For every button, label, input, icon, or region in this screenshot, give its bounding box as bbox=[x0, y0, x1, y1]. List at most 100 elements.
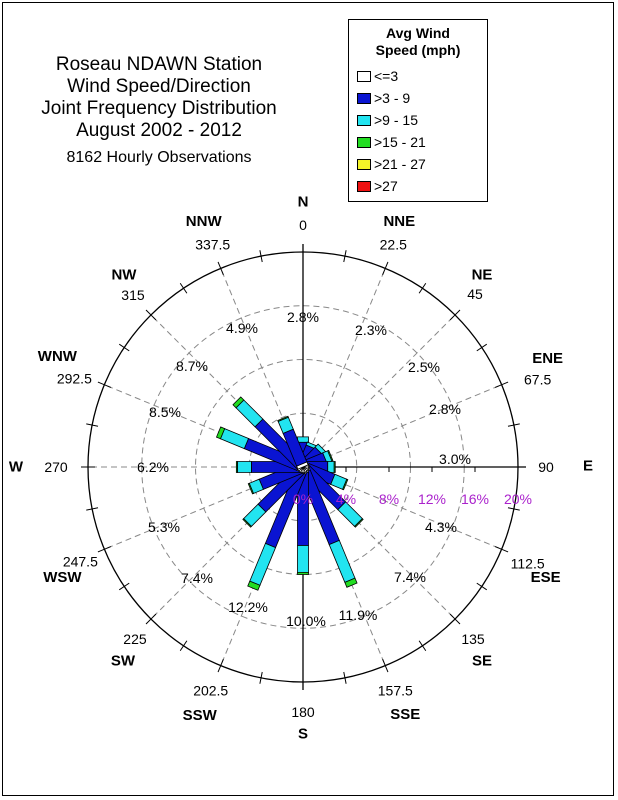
direction-label-ene: ENE bbox=[532, 350, 563, 367]
legend-label: >21 - 27 bbox=[374, 156, 426, 172]
minor-tick bbox=[476, 343, 488, 352]
wind-bar-segment bbox=[215, 426, 226, 440]
direction-label-sse: SSE bbox=[390, 706, 420, 723]
direction-label-nw: NW bbox=[111, 266, 137, 283]
direction-percent-label: 2.8% bbox=[287, 309, 319, 325]
minor-tick bbox=[507, 423, 520, 427]
direction-percent-label: 11.9% bbox=[339, 607, 378, 623]
degree-label: 67.5 bbox=[524, 372, 551, 388]
degree-label: 0 bbox=[299, 217, 307, 233]
wind-bar-segment bbox=[247, 580, 261, 591]
direction-label-nne: NNE bbox=[383, 213, 415, 230]
direction-label-sw: SW bbox=[111, 653, 136, 670]
direction-percent-label: 8.5% bbox=[149, 404, 181, 420]
wind-bar-segment bbox=[232, 396, 245, 409]
direction-label-se: SE bbox=[472, 653, 492, 670]
direction-label-s: S bbox=[298, 726, 308, 743]
direction-percent-label: 2.3% bbox=[355, 322, 387, 338]
radial-tick-label: 16% bbox=[461, 491, 489, 507]
minor-tick bbox=[86, 507, 99, 511]
minor-tick bbox=[259, 250, 263, 263]
legend-swatch bbox=[357, 136, 371, 148]
direction-percent-label: 3.0% bbox=[439, 451, 471, 467]
minor-tick bbox=[118, 582, 130, 591]
direction-label-ne: NE bbox=[472, 266, 493, 283]
legend-swatch bbox=[357, 114, 371, 126]
degree-label: 135 bbox=[461, 631, 485, 647]
degree-label: 247.5 bbox=[63, 553, 98, 569]
legend-label: <=3 bbox=[374, 68, 399, 84]
direction-percent-label: 7.4% bbox=[394, 569, 426, 585]
wind-bar-segment bbox=[237, 461, 252, 473]
legend-item: <=3 bbox=[357, 68, 398, 84]
labels-layer: 0% 4% 8% 12% 16% 20% N 0 2.8% NNE 22.5 2.3% NE 45 2.5%… bbox=[9, 194, 593, 743]
legend-item: >27 bbox=[357, 178, 398, 194]
chart-title-line-1: Roseau NDAWN Station bbox=[55, 54, 263, 75]
degree-label: 180 bbox=[291, 704, 315, 720]
minor-tick bbox=[179, 282, 188, 294]
chart-title-line-3: Joint Frequency Distribution bbox=[41, 98, 277, 119]
wind-bar-segment bbox=[277, 415, 289, 422]
minor-tick bbox=[343, 671, 347, 684]
wind-bar-segment bbox=[327, 449, 334, 462]
minor-tick bbox=[507, 507, 520, 511]
legend-label: >15 - 21 bbox=[374, 134, 426, 150]
direction-label-n: N bbox=[298, 194, 309, 211]
direction-label-e: E bbox=[583, 458, 593, 475]
direction-tick bbox=[145, 309, 157, 321]
direction-percent-label: 12.2% bbox=[228, 599, 268, 615]
direction-percent-label: 2.8% bbox=[429, 401, 461, 417]
minor-tick bbox=[259, 671, 263, 684]
minor-tick bbox=[418, 640, 427, 652]
bars-layer bbox=[215, 396, 364, 591]
direction-tick bbox=[97, 546, 112, 553]
legend-title: Avg Wind Speed (mph) bbox=[349, 25, 487, 59]
minor-tick bbox=[86, 423, 99, 427]
legend-item: >9 - 15 bbox=[357, 112, 418, 128]
wind-bar-segment bbox=[242, 518, 252, 528]
degree-label: 292.5 bbox=[57, 371, 92, 387]
direction-spoke bbox=[304, 268, 386, 462]
legend-item: >3 - 9 bbox=[357, 90, 410, 106]
wind-bar-segment bbox=[249, 542, 277, 586]
direction-percent-label: 7.4% bbox=[181, 570, 213, 586]
radial-tick-label: 4% bbox=[336, 491, 356, 507]
direction-label-nnw: NNW bbox=[186, 213, 223, 230]
chart-subtitle: 8162 Hourly Observations bbox=[66, 149, 252, 166]
direction-tick bbox=[97, 381, 112, 388]
minor-tick bbox=[179, 640, 188, 652]
legend-swatch bbox=[357, 70, 371, 82]
direction-tick bbox=[217, 658, 224, 673]
direction-tick bbox=[449, 613, 461, 625]
direction-label-wnw: WNW bbox=[38, 348, 78, 365]
legend-title-text: Avg Wind Speed (mph) bbox=[375, 25, 461, 58]
wind-bar-segment bbox=[327, 461, 335, 473]
direction-percent-label: 4.3% bbox=[425, 519, 457, 535]
degree-label: 45 bbox=[467, 286, 483, 302]
direction-spoke bbox=[306, 314, 456, 464]
minor-tick bbox=[343, 250, 347, 263]
legend: Avg Wind Speed (mph) <=3 >3 - 9 >9 - 15 … bbox=[348, 19, 488, 202]
legend-swatch bbox=[357, 158, 371, 170]
degree-label: 315 bbox=[121, 287, 145, 303]
wind-bar-segment bbox=[297, 571, 309, 575]
direction-label-ese: ESE bbox=[531, 569, 561, 586]
degree-label: 337.5 bbox=[195, 236, 230, 252]
radial-tick-label: 8% bbox=[379, 491, 399, 507]
degree-label: 157.5 bbox=[378, 683, 413, 699]
direction-tick bbox=[494, 546, 509, 553]
wind-bar-segment bbox=[328, 539, 356, 583]
direction-tick bbox=[145, 613, 157, 625]
minor-tick bbox=[118, 343, 130, 352]
radial-tick-label: 20% bbox=[504, 491, 532, 507]
legend-label: >3 - 9 bbox=[374, 90, 411, 106]
direction-tick bbox=[382, 658, 389, 673]
direction-tick bbox=[494, 381, 509, 388]
wind-bar-segment bbox=[344, 577, 358, 588]
direction-percent-label: 4.9% bbox=[226, 320, 258, 336]
direction-tick bbox=[449, 309, 461, 321]
wind-bar-segment bbox=[297, 436, 309, 443]
degree-label: 270 bbox=[44, 459, 68, 475]
